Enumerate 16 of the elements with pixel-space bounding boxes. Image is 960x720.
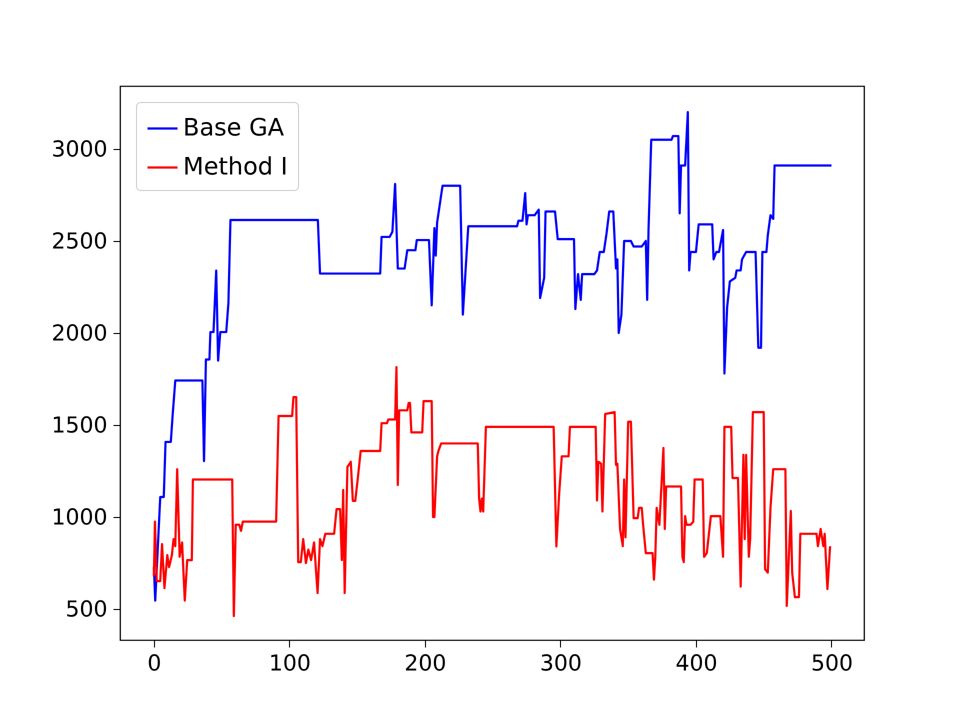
y-tick-label: 2500 bbox=[52, 229, 108, 254]
x-tick-label: 500 bbox=[810, 652, 853, 676]
legend-label: Base GA bbox=[183, 114, 285, 142]
y-tick-label: 2000 bbox=[52, 322, 108, 346]
y-tick-label: 3000 bbox=[52, 137, 108, 162]
x-tick-label: 200 bbox=[404, 652, 446, 676]
x-tick-label: 100 bbox=[268, 652, 311, 676]
x-tick-label: 300 bbox=[540, 652, 582, 676]
y-tick-label: 1500 bbox=[52, 414, 108, 439]
x-tick-label: 400 bbox=[675, 652, 718, 676]
y-tick-label: 1000 bbox=[52, 506, 108, 531]
legend-label: Method I bbox=[183, 152, 288, 180]
x-tick-label: 0 bbox=[147, 652, 162, 676]
y-tick-label: 500 bbox=[66, 598, 108, 623]
line-series bbox=[152, 366, 832, 618]
line-series bbox=[152, 111, 833, 602]
